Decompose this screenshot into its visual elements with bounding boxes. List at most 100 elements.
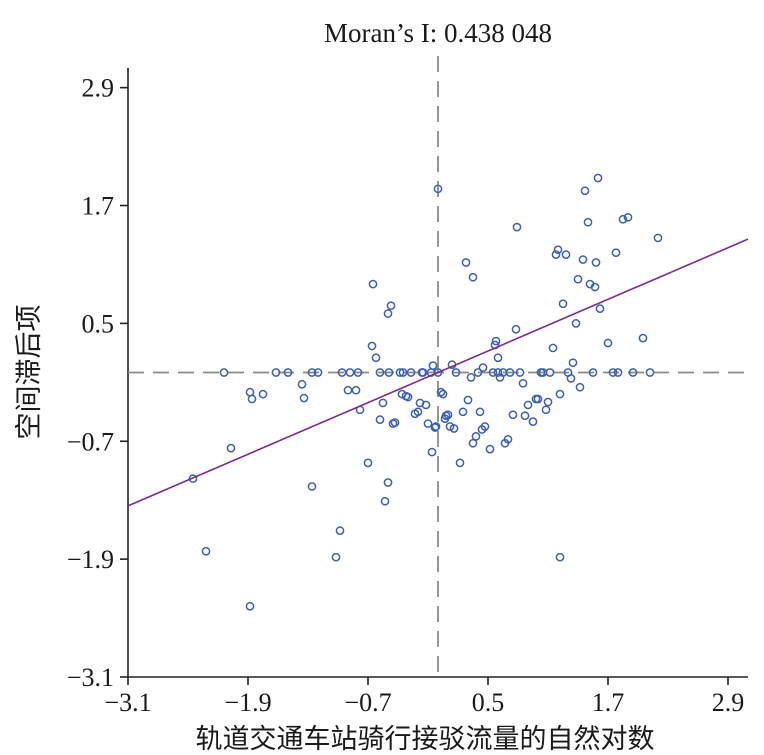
data-point	[433, 368, 443, 377]
data-point	[512, 222, 522, 232]
data-point	[515, 368, 525, 377]
data-point	[438, 389, 448, 399]
data-point	[555, 552, 565, 562]
data-point	[561, 250, 571, 259]
data-point	[390, 418, 400, 427]
data-point	[258, 389, 268, 399]
ticks-layer: −3.1 −1.9 −0.7 0.5 1.7 2.9 −3.1 −1.9 −0.7 0.5 1.7 2…	[67, 74, 744, 717]
data-point	[493, 368, 503, 377]
data-point	[335, 526, 345, 535]
data-point	[505, 368, 515, 377]
data-point	[247, 394, 257, 404]
data-point	[307, 482, 317, 491]
data-point	[427, 447, 437, 457]
data-point	[468, 272, 478, 282]
data-point	[520, 411, 530, 421]
data-point	[558, 299, 568, 309]
x-tick-label: −0.7	[344, 688, 391, 717]
y-tick-label: −3.1	[67, 663, 114, 692]
data-point	[508, 410, 518, 420]
data-point	[451, 368, 461, 377]
data-point	[430, 423, 440, 432]
data-point	[603, 338, 613, 348]
data-point	[397, 389, 407, 399]
data-point	[618, 214, 628, 224]
data-point	[371, 353, 381, 363]
data-point	[337, 368, 347, 377]
data-point	[551, 250, 561, 259]
data-point	[461, 258, 471, 267]
data-point	[375, 368, 385, 377]
data-point	[471, 431, 481, 441]
y-axis-label: 空间滞后项	[14, 305, 45, 440]
data-point	[541, 405, 551, 415]
data-point	[413, 407, 423, 417]
data-point	[548, 343, 558, 353]
data-point	[593, 173, 603, 183]
data-point	[580, 186, 590, 196]
data-point	[566, 374, 576, 383]
data-point	[571, 319, 581, 328]
data-point	[491, 336, 501, 346]
data-point	[553, 245, 563, 255]
x-tick-label: −3.1	[104, 688, 151, 717]
data-point	[431, 422, 441, 431]
data-point	[608, 368, 618, 377]
data-point	[555, 389, 565, 399]
data-point	[368, 279, 378, 289]
data-point	[591, 258, 601, 267]
data-point	[583, 217, 593, 227]
data-point	[436, 387, 446, 397]
data-point	[423, 419, 433, 428]
data-point	[428, 361, 438, 370]
data-point	[473, 368, 483, 377]
data-point	[638, 333, 648, 343]
data-point	[398, 368, 408, 377]
data-point	[518, 378, 528, 388]
data-point	[645, 368, 655, 377]
data-point	[331, 552, 341, 562]
y-tick-label: −1.9	[67, 545, 114, 574]
data-point	[488, 368, 498, 377]
data-point	[493, 353, 503, 363]
data-point	[345, 368, 355, 377]
data-point	[297, 379, 307, 389]
data-point	[511, 324, 521, 334]
data-point	[588, 368, 598, 377]
y-tick-label: 1.7	[82, 192, 115, 221]
y-tick-label: −0.7	[67, 427, 114, 456]
data-point	[201, 546, 211, 556]
data-point	[245, 601, 255, 611]
data-point	[595, 304, 605, 314]
data-point	[417, 368, 427, 377]
data-point	[590, 282, 600, 292]
data-point	[443, 410, 453, 420]
data-point	[351, 385, 361, 395]
data-point	[623, 212, 633, 222]
data-point	[611, 248, 621, 258]
x-tick-label: −1.9	[224, 688, 271, 717]
x-tick-label: 2.9	[712, 688, 745, 717]
data-point	[343, 385, 353, 395]
points-layer	[188, 173, 663, 611]
data-point	[219, 368, 229, 377]
data-point	[455, 458, 465, 468]
data-point	[245, 387, 255, 397]
data-point	[463, 395, 473, 405]
y-tick-label: 0.5	[82, 309, 115, 338]
data-point	[380, 496, 390, 506]
data-point	[353, 368, 363, 377]
data-point	[283, 368, 293, 377]
y-tick-label: 2.9	[82, 74, 115, 103]
data-point	[313, 368, 323, 377]
data-point	[531, 394, 541, 404]
data-point	[543, 397, 553, 407]
data-point	[503, 434, 513, 444]
data-point	[466, 373, 476, 382]
data-point	[458, 407, 468, 417]
x-axis-label: 轨道交通车站骑行接驳流量的自然对数	[196, 724, 655, 755]
data-point	[475, 407, 485, 417]
regression-line	[127, 238, 749, 507]
data-point	[383, 478, 393, 487]
data-point	[545, 368, 555, 377]
